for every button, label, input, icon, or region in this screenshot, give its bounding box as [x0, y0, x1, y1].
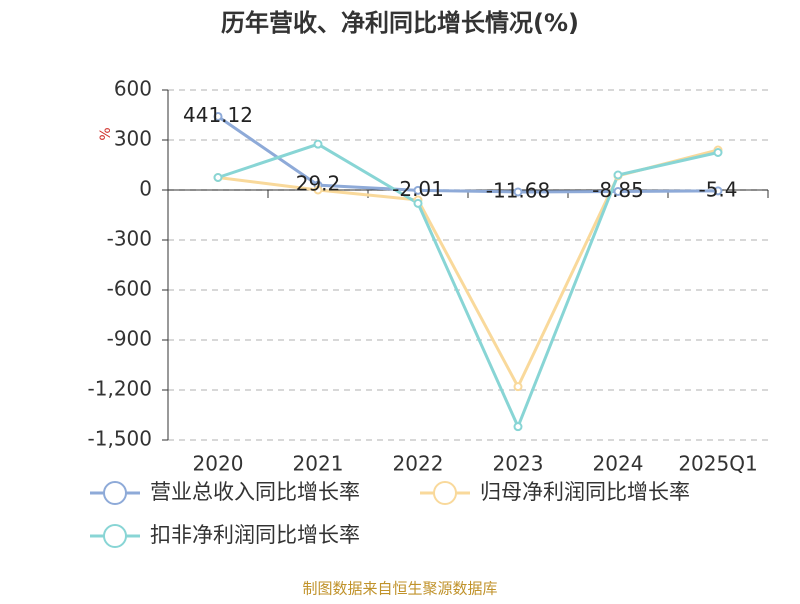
data-label: -8.85 [592, 178, 644, 202]
x-tick-label: 2020 [193, 452, 244, 476]
point [513, 187, 523, 197]
point [413, 185, 423, 195]
y-tick-label: -900 [107, 327, 152, 351]
x-tick-label: 2024 [593, 452, 644, 476]
legend-label: 扣非净利润同比增长率 [150, 523, 360, 547]
x-tick-label: 2022 [393, 452, 444, 476]
point [213, 111, 223, 121]
data-label: 29.2 [296, 172, 341, 196]
series-line [217, 142, 719, 431]
x-tick-label: 2021 [293, 452, 344, 476]
legend-label: 营业总收入同比增长率 [150, 480, 360, 504]
point [713, 186, 723, 196]
y-tick-label: 600 [114, 77, 152, 101]
y-tick-label: -300 [107, 227, 152, 251]
x-tick-label: 2023 [493, 452, 544, 476]
y-tick-label: -1,200 [88, 377, 152, 401]
y-tick-label: 0 [139, 177, 152, 201]
point [313, 185, 323, 195]
data-label: -2.01 [392, 177, 444, 201]
y-tick-label: -600 [107, 277, 152, 301]
point [713, 148, 723, 157]
legend-marker [103, 481, 127, 505]
data-label: -5.4 [698, 177, 737, 201]
source-note: 制图数据来自恒生聚源数据库 [302, 580, 497, 598]
chart-title: 历年营收、净利同比增长情况(%) [221, 9, 579, 37]
data-label: 441.12 [183, 103, 253, 127]
x-tick-label: 2025Q1 [678, 452, 757, 476]
point [613, 186, 623, 196]
legend-marker [103, 524, 127, 548]
y-tick-label: 300 [114, 127, 152, 151]
series-line [217, 115, 719, 194]
point [213, 173, 223, 182]
legend-label: 归母净利润同比增长率 [480, 480, 690, 504]
point [513, 422, 523, 432]
point [413, 198, 423, 208]
y-tick-label: -1,500 [88, 427, 152, 451]
data-label: -11.68 [486, 178, 550, 202]
point [613, 170, 623, 180]
legend-marker [433, 481, 457, 505]
point [313, 139, 323, 149]
point [513, 382, 523, 392]
y-axis-label: % [98, 127, 114, 140]
